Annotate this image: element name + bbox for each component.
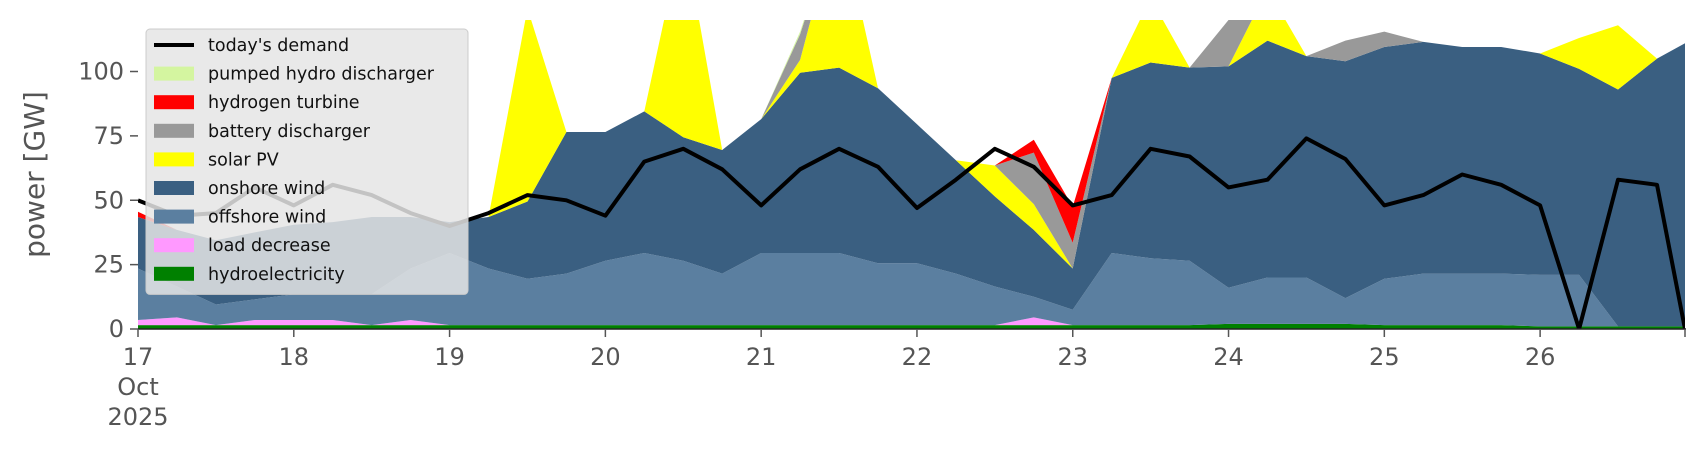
legend-label-solar-pv: solar PV [208, 150, 279, 170]
legend-label-battery-discharger: battery discharger [208, 122, 371, 142]
area-onshore-wind [138, 40, 1685, 327]
x-tick-label: 18 [279, 343, 310, 371]
legend-swatch-onshore-wind [154, 181, 194, 195]
legend-label-pumped-hydro-discharger: pumped hydro discharger [208, 65, 435, 85]
y-tick-label: 100 [78, 58, 124, 86]
legend-swatch-pumped-hydro-discharger [154, 66, 194, 81]
legend-swatch-battery-discharger [154, 123, 194, 138]
legend-swatch-solar-pv [154, 152, 194, 167]
legend: today's demand pumped hydro discharger hyd… [145, 28, 469, 295]
x-tick-label: 25 [1369, 343, 1400, 371]
area-offshore-wind [138, 253, 1685, 327]
x-tick-label: 17 [123, 343, 154, 371]
legend-box [145, 28, 469, 295]
y-axis-ticks: 0 25 50 75 100 [78, 58, 138, 343]
x-tick-label: 21 [746, 343, 777, 371]
legend-swatch-hydroelectricity [154, 266, 194, 281]
legend-label-offshore-wind: offshore wind [208, 208, 326, 228]
legend-label-hydrogen-turbine: hydrogen turbine [208, 93, 360, 113]
x-tick-month-label: Oct [117, 373, 159, 401]
x-tick-label: 19 [434, 343, 465, 371]
stacked-areas [138, 20, 1685, 329]
x-tick-label: 24 [1213, 343, 1244, 371]
legend-swatch-load-decrease [154, 238, 194, 253]
legend-label-today-s-demand: today's demand [208, 36, 349, 56]
x-tick-label: 20 [590, 343, 621, 371]
legend-label-load-decrease: load decrease [208, 236, 331, 256]
y-tick-label: 75 [93, 122, 124, 150]
y-tick-label: 0 [109, 315, 124, 343]
x-tick-label: 23 [1057, 343, 1088, 371]
x-tick-label: 22 [902, 343, 933, 371]
area-hydroelectricity [138, 323, 1685, 329]
area-solar-pv [138, 20, 1685, 269]
y-tick-label: 50 [93, 186, 124, 214]
x-tick-label: 26 [1525, 343, 1556, 371]
y-axis-label: power [GW] [18, 91, 51, 258]
legend-label-hydroelectricity: hydroelectricity [208, 265, 345, 285]
y-tick-label: 25 [93, 251, 124, 279]
legend-swatch-hydrogen-turbine [154, 95, 194, 110]
legend-label-onshore-wind: onshore wind [208, 179, 325, 199]
x-tick-year-label: 2025 [107, 403, 168, 431]
legend-swatch-offshore-wind [154, 209, 194, 224]
